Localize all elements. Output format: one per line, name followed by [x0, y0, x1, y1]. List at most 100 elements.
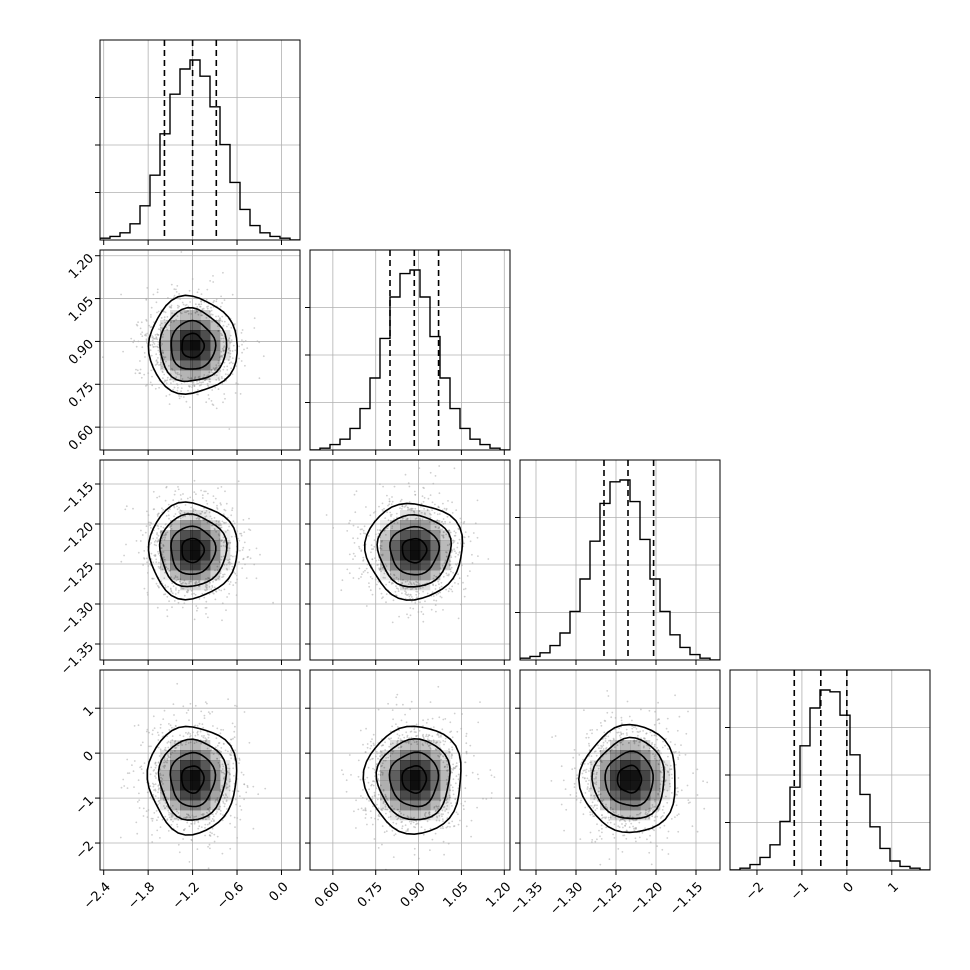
- scatter-point: [241, 343, 243, 346]
- scatter-point: [446, 825, 449, 828]
- scatter-point: [401, 734, 404, 736]
- scatter-point: [650, 863, 653, 866]
- scatter-point: [196, 582, 198, 584]
- scatter-panel-3-1: [305, 669, 511, 875]
- scatter-point: [605, 753, 607, 755]
- scatter-point: [143, 558, 146, 560]
- scatter-point: [229, 334, 232, 337]
- scatter-point: [164, 807, 166, 810]
- scatter-point: [153, 508, 156, 510]
- scatter-point: [379, 755, 381, 758]
- scatter-point: [600, 824, 603, 827]
- y-tick-label-3-0: −2: [73, 838, 97, 862]
- scatter-point: [222, 324, 225, 327]
- scatter-point: [374, 755, 377, 758]
- scatter-point: [208, 810, 211, 812]
- scatter-point: [221, 763, 224, 766]
- scatter-point: [154, 334, 157, 336]
- density-cell: [620, 760, 631, 771]
- scatter-point: [143, 373, 146, 376]
- density-cell: [210, 570, 221, 581]
- density-cell: [180, 790, 191, 801]
- scatter-point: [224, 490, 226, 493]
- scatter-point: [200, 742, 203, 745]
- scatter-point: [416, 581, 419, 584]
- scatter-point: [122, 778, 125, 781]
- scatter-point: [404, 580, 407, 583]
- scatter-point: [373, 791, 376, 794]
- density-cell: [420, 790, 431, 801]
- scatter-point: [151, 782, 154, 785]
- scatter-point: [155, 582, 158, 585]
- scatter-point: [405, 721, 408, 724]
- scatter-point: [145, 810, 148, 813]
- scatter-point: [593, 778, 595, 780]
- scatter-point: [161, 818, 164, 821]
- scatter-point: [443, 507, 446, 510]
- scatter-point: [176, 505, 178, 508]
- scatter-point: [160, 776, 162, 779]
- scatter-point: [220, 524, 223, 526]
- scatter-point: [365, 798, 368, 801]
- scatter-point: [659, 790, 661, 793]
- scatter-point: [176, 285, 179, 287]
- scatter-point: [396, 587, 398, 590]
- scatter-point: [654, 757, 656, 760]
- scatter-point: [595, 781, 598, 783]
- density-cell: [200, 510, 211, 521]
- scatter-point: [222, 729, 225, 731]
- scatter-point: [229, 814, 232, 817]
- scatter-point: [445, 826, 448, 829]
- scatter-point: [210, 588, 213, 590]
- density-cell: [210, 800, 221, 811]
- density-cell: [170, 760, 181, 771]
- scatter-point: [189, 733, 192, 735]
- scatter-point: [427, 735, 429, 738]
- scatter-point: [601, 814, 603, 816]
- scatter-point: [167, 830, 170, 832]
- density-cell: [590, 790, 601, 801]
- density-cell: [190, 310, 201, 321]
- scatter-point: [389, 514, 392, 516]
- scatter-point: [452, 763, 454, 766]
- scatter-point: [204, 585, 207, 588]
- scatter-point: [631, 730, 634, 733]
- scatter-point: [190, 580, 192, 583]
- scatter-point: [154, 539, 157, 542]
- scatter-point: [151, 841, 154, 843]
- scatter-point: [232, 737, 234, 740]
- scatter-point: [669, 741, 672, 743]
- scatter-point: [452, 778, 455, 781]
- scatter-point: [464, 587, 467, 590]
- scatter-point: [464, 800, 466, 803]
- scatter-point: [191, 386, 194, 388]
- density-cell: [200, 330, 211, 341]
- scatter-point: [203, 735, 205, 737]
- scatter-point: [588, 742, 590, 745]
- scatter-point: [164, 747, 167, 749]
- scatter-point: [437, 807, 439, 810]
- scatter-point: [171, 804, 174, 807]
- scatter-point: [445, 802, 448, 804]
- scatter-point: [216, 744, 219, 747]
- scatter-point: [152, 561, 155, 564]
- scatter-point: [153, 543, 156, 546]
- scatter-point: [227, 339, 230, 342]
- scatter-point: [243, 531, 246, 533]
- scatter-point: [664, 763, 667, 766]
- density-cell: [210, 370, 221, 381]
- scatter-point: [215, 520, 218, 522]
- scatter-point: [455, 775, 458, 777]
- density-cell: [380, 570, 391, 581]
- density-cell: [220, 770, 231, 781]
- scatter-point: [433, 807, 436, 809]
- scatter-point: [373, 744, 375, 746]
- scatter-point: [382, 510, 385, 512]
- scatter-point: [346, 568, 349, 571]
- scatter-point: [325, 514, 328, 516]
- scatter-point: [608, 858, 611, 860]
- scatter-point: [213, 840, 216, 843]
- scatter-point: [596, 771, 598, 774]
- scatter-point: [231, 357, 234, 360]
- scatter-point: [397, 737, 400, 739]
